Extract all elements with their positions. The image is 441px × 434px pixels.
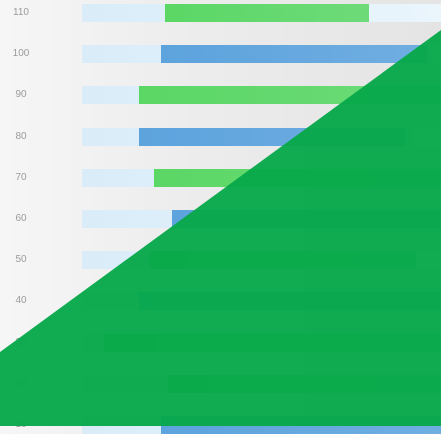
bar-blue <box>160 45 427 64</box>
tick-label-110: 110 <box>13 7 29 18</box>
tick-label-10: 10 <box>15 419 27 430</box>
bar-blue <box>139 292 441 311</box>
tick-label-20: 20 <box>15 377 27 389</box>
tick-label-40: 40 <box>15 295 27 307</box>
bar-green <box>103 333 441 352</box>
tick-label-70: 70 <box>15 171 27 183</box>
bar-green <box>153 168 441 187</box>
tick-label-50: 50 <box>15 254 27 266</box>
bar-green <box>168 374 441 393</box>
bar-green <box>164 4 370 22</box>
bar-blue <box>160 416 441 434</box>
bar-blue <box>139 127 406 146</box>
bar-blue <box>171 210 441 228</box>
tick-label-100: 100 <box>12 48 30 60</box>
tick-label-80: 80 <box>15 130 27 142</box>
tick-label-90: 90 <box>15 89 27 101</box>
tick-label-30: 30 <box>15 336 27 348</box>
bar-green <box>139 86 441 105</box>
tick-label-60: 60 <box>15 213 27 224</box>
bar-green <box>150 251 416 270</box>
